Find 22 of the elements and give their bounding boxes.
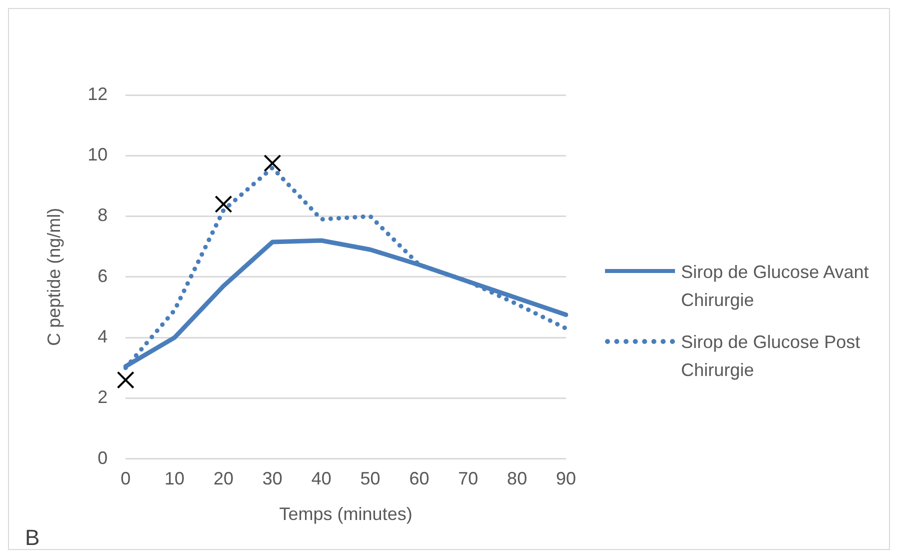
y-tick-label: 4 bbox=[98, 326, 108, 346]
legend-label: Sirop de Glucose Avant Chirurgie bbox=[681, 261, 870, 312]
y-tick-label: 0 bbox=[98, 448, 108, 468]
text: B bbox=[25, 525, 40, 551]
x-tick-label: 40 bbox=[311, 468, 332, 489]
x-tick-label: 80 bbox=[507, 468, 528, 489]
legend-label: Sirop de Glucose Post Chirurgie bbox=[681, 331, 862, 382]
y-tick-label: 8 bbox=[98, 205, 108, 226]
y-tick-label: 2 bbox=[98, 387, 108, 408]
x-tick-label: 60 bbox=[409, 468, 430, 489]
x-tick-label: 10 bbox=[164, 468, 185, 489]
y-tick-label: 10 bbox=[88, 144, 108, 165]
x-tick-label: 30 bbox=[262, 468, 282, 489]
x-tick-label: 20 bbox=[213, 468, 234, 489]
x-axis-title: Temps (minutes) bbox=[279, 504, 412, 524]
y-tick-label: 6 bbox=[98, 266, 108, 286]
x-tick-label: 50 bbox=[360, 468, 380, 489]
x-tick-label: 70 bbox=[458, 468, 478, 489]
y-axis-title: C peptide (ng/ml) bbox=[44, 208, 64, 346]
x-tick-label: 0 bbox=[120, 468, 131, 489]
x-tick-label: 90 bbox=[556, 468, 576, 489]
y-tick-label: 12 bbox=[88, 84, 108, 104]
